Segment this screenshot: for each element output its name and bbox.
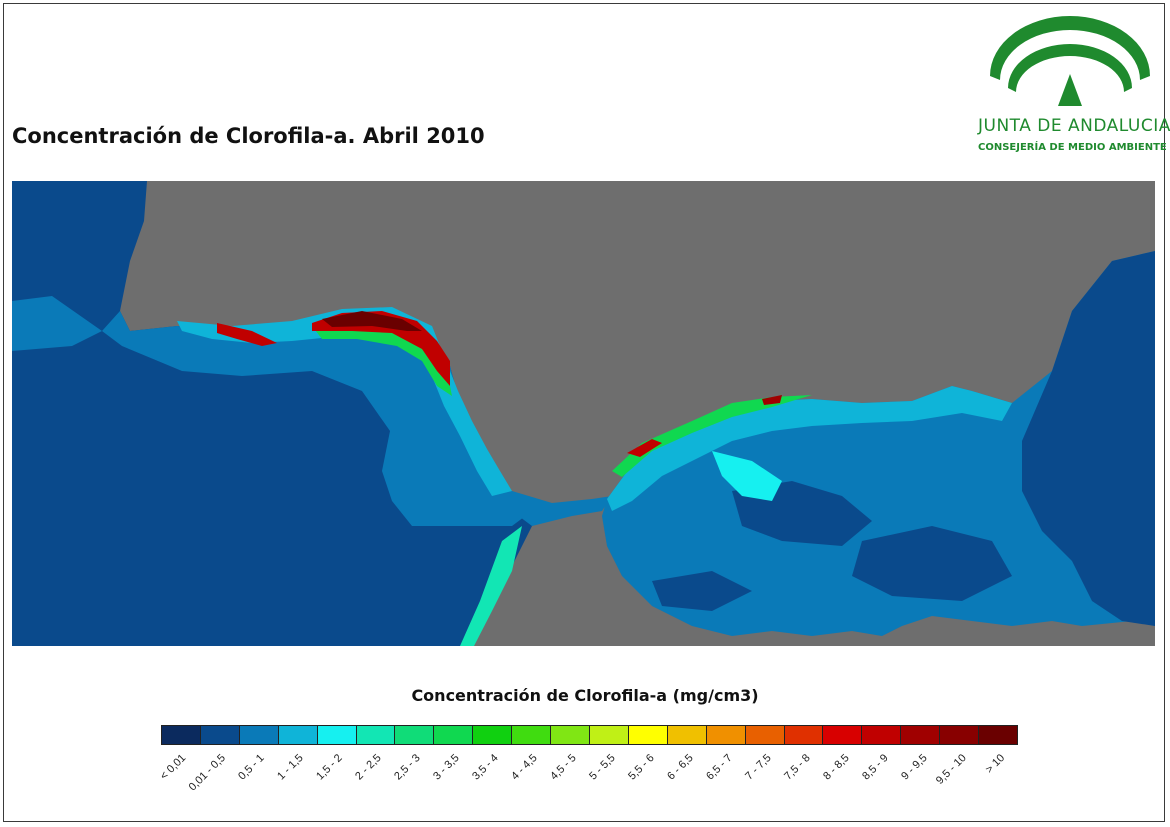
page-frame — [3, 3, 1165, 822]
alboran-deep-patch-3 — [652, 571, 752, 611]
legend-class-label: 6 - 6,5 — [665, 752, 696, 783]
legend-swatch — [706, 726, 746, 744]
legend-class-label: 7,5 - 8 — [781, 752, 813, 783]
legend-class-label: 9,5 - 10 — [933, 752, 969, 787]
alboran-sea — [602, 251, 1155, 636]
legend-swatch — [628, 726, 668, 744]
legend-swatch — [200, 726, 240, 744]
legend-class-label: 0,01 - 0,5 — [187, 752, 229, 794]
legend-class-label: 6,5 - 7 — [703, 752, 735, 783]
alboran-deep-patch-2 — [852, 526, 1012, 601]
legend-colorbar — [161, 725, 1018, 745]
legend-swatch — [434, 726, 474, 744]
logo-subtitle: CONSEJERÍA DE MEDIO AMBIENTE — [978, 142, 1167, 153]
legend-class-label: < 0,01 — [158, 752, 189, 783]
strait-of-gibraltar — [512, 491, 612, 526]
legend-class-label: 0,5 - 1 — [236, 752, 268, 783]
legend-swatch — [278, 726, 318, 744]
legend-swatch — [862, 726, 902, 744]
legend-swatch — [395, 726, 435, 744]
legend-class-label: 5,5 - 6 — [626, 752, 657, 783]
huelva-coast-red — [217, 323, 277, 346]
page-title: Concentración de Clorofila-a. Abril 2010 — [12, 124, 485, 148]
legend-class-label: 9 - 9,5 — [898, 752, 930, 783]
legend-class-label: 3,5 - 4 — [470, 752, 501, 783]
morocco-atlantic-coast — [460, 526, 522, 646]
legend-swatch — [317, 726, 357, 744]
legend-swatch — [667, 726, 707, 744]
legend-swatch — [473, 726, 513, 744]
legend-class-label: 7 - 7,5 — [742, 752, 774, 783]
legend-class-label: 8,5 - 9 — [859, 752, 891, 783]
chlorophyll-map — [12, 181, 1155, 646]
logo-name: JUNTA DE ANDALUCIA — [978, 116, 1170, 136]
institution-logo: JUNTA DE ANDALUCIA CONSEJERÍA DE MEDIO A… — [978, 14, 1170, 164]
legend-class-label: 8 - 8,5 — [820, 752, 852, 783]
legend-swatch — [551, 726, 590, 744]
legend-class-label: 4,5 - 5 — [548, 752, 579, 783]
legend-swatch — [162, 726, 201, 744]
legend-swatch — [745, 726, 785, 744]
legend-swatch — [940, 726, 980, 744]
alboran-upwelling — [712, 451, 782, 501]
legend-class-label: 1,5 - 2 — [314, 752, 345, 783]
alboran-coast-band — [607, 386, 1012, 511]
legend-swatch — [784, 726, 824, 744]
legend-class-label: 1 - 1,5 — [275, 752, 307, 783]
logo-emblem — [990, 16, 1150, 106]
legend-class-label: 2,5 - 3 — [392, 752, 423, 783]
legend-swatch — [979, 726, 1017, 744]
legend-swatch — [356, 726, 396, 744]
legend-title: Concentración de Clorofila-a (mg/cm3) — [411, 686, 759, 705]
legend-swatch — [589, 726, 629, 744]
legend-swatch — [239, 726, 279, 744]
legend-class-label: 4 - 4,5 — [509, 752, 540, 783]
legend-swatch — [823, 726, 863, 744]
legend-class-label: 5 - 5,5 — [587, 752, 618, 783]
atlantic-west-shelf — [12, 296, 102, 351]
almeria-coast-red — [762, 395, 782, 405]
gulf-cadiz-dark — [322, 311, 422, 331]
legend-swatch — [512, 726, 552, 744]
legend-class-label: 2 - 2,5 — [353, 752, 384, 783]
malaga-coast-red — [627, 439, 662, 457]
atlantic-ocean — [12, 181, 572, 646]
legend-class-label: > 10 — [982, 752, 1007, 776]
legend-swatch — [901, 726, 941, 744]
alboran-deep — [1022, 251, 1155, 626]
legend-class-label: 3 - 3,5 — [431, 752, 462, 783]
